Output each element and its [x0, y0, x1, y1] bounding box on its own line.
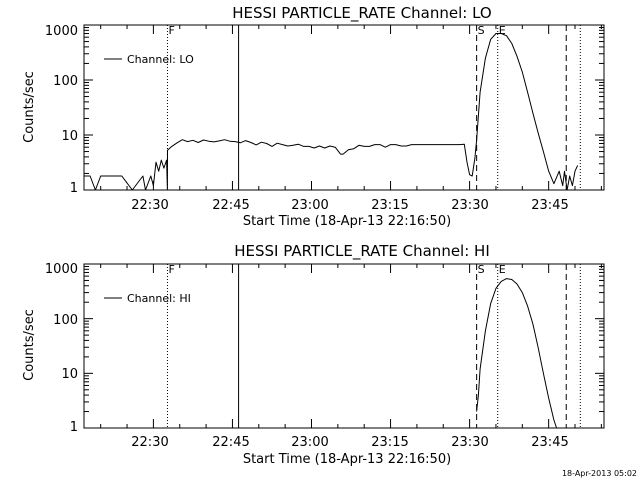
x-tick-label: 23:45 [531, 435, 568, 450]
x-tick-label: 23:15 [371, 435, 408, 450]
x-tick-label: 23:15 [371, 198, 408, 213]
y-tick-label: 1000 [45, 24, 78, 39]
y-tick-label: 1000 [45, 262, 78, 277]
y-ticks-lo: 1000 100 10 1 [45, 24, 78, 196]
y-tick-label: 1 [70, 420, 78, 435]
panel-hi: HESSI PARTICLE_RATE Channel: HI 1000 100… [22, 242, 605, 467]
series-line [476, 278, 558, 429]
x-ticks-hi: 22:30 22:45 23:00 23:15 23:30 23:45 [131, 435, 568, 450]
axis-ticks-hi [84, 264, 604, 429]
x-tick-label: 22:45 [212, 435, 249, 450]
series-lo [84, 33, 579, 191]
time-marker-label: E [499, 24, 506, 37]
time-marker-label: F [168, 263, 174, 276]
x-tick-label: 23:45 [531, 198, 568, 213]
chart-title-hi: HESSI PARTICLE_RATE Channel: HI [234, 242, 490, 261]
x-tick-label: 22:30 [131, 435, 168, 450]
time-marker-label: S [478, 24, 485, 37]
legend-label-lo: Channel: LO [127, 53, 194, 66]
series-hi [476, 278, 558, 429]
legend-label-hi: Channel: HI [127, 292, 191, 305]
axis-ticks-lo [84, 25, 604, 191]
y-axis-label-hi: Counts/sec [22, 309, 37, 381]
x-axis-label-hi: Start Time (18-Apr-13 22:16:50) [243, 452, 451, 467]
series-line [84, 33, 579, 191]
y-axis-label-lo: Counts/sec [22, 71, 37, 143]
y-tick-label: 10 [61, 129, 78, 144]
x-tick-label: 23:00 [291, 435, 328, 450]
x-tick-label: 23:30 [451, 435, 488, 450]
time-marker-label: E [499, 263, 506, 276]
y-ticks-hi: 1000 100 10 1 [45, 262, 78, 435]
y-tick-label: 10 [61, 367, 78, 382]
x-tick-label: 23:30 [451, 198, 488, 213]
x-tick-label: 22:30 [131, 198, 168, 213]
panel-lo: HESSI PARTICLE_RATE Channel: LO 1000 100… [22, 4, 605, 229]
x-tick-label: 23:00 [291, 198, 328, 213]
y-tick-label: 1 [70, 181, 78, 196]
y-tick-label: 100 [53, 74, 78, 89]
plot-frame-hi [83, 263, 605, 429]
x-tick-label: 22:45 [212, 198, 249, 213]
x-ticks-lo: 22:30 22:45 23:00 23:15 23:30 23:45 [131, 198, 568, 213]
footer-timestamp: 18-Apr-2013 05:02 [562, 469, 637, 478]
time-marker-label: F [168, 24, 174, 37]
chart-title-lo: HESSI PARTICLE_RATE Channel: LO [232, 4, 491, 23]
y-tick-label: 100 [53, 313, 78, 328]
plot-frame-lo [83, 24, 605, 191]
time-marker-label: S [478, 263, 485, 276]
x-axis-label-lo: Start Time (18-Apr-13 22:16:50) [243, 214, 451, 229]
